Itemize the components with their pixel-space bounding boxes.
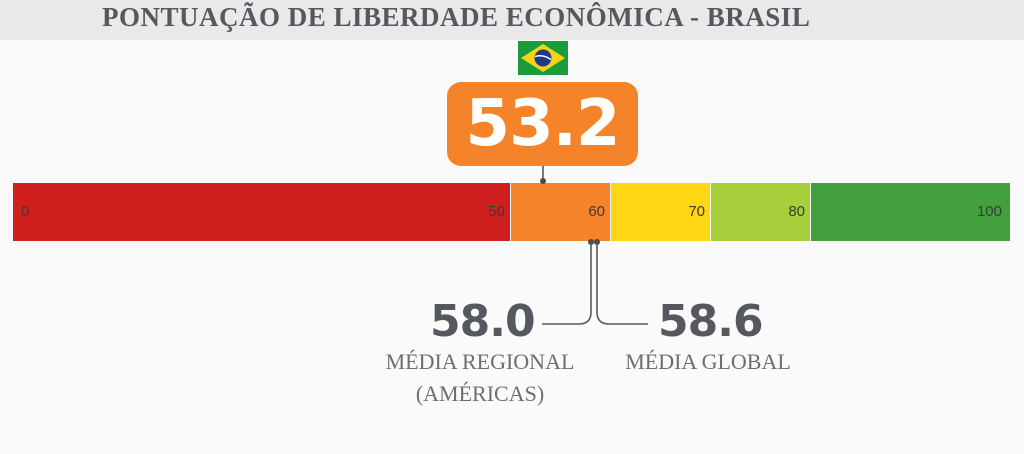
global-average-value: 58.6 xyxy=(658,296,764,347)
regional-average-label: MÉDIA REGIONAL (AMÉRICAS) xyxy=(380,346,580,410)
band-70-80 xyxy=(711,183,810,241)
band-0-50 xyxy=(13,183,510,241)
title-bar: PONTUAÇÃO DE LIBERDADE ECONÔMICA - BRASI… xyxy=(0,0,1024,40)
band-50-60 xyxy=(511,183,610,241)
tick-label-0: 0 xyxy=(21,203,30,220)
tick-label-100: 100 xyxy=(976,203,1002,220)
tick-label-70: 70 xyxy=(688,203,705,220)
regional-connector-line xyxy=(542,242,592,325)
tick-label-60: 60 xyxy=(588,203,605,220)
regional-average-label-line2: (AMÉRICAS) xyxy=(415,381,545,406)
global-average-label: MÉDIA GLOBAL xyxy=(625,349,791,374)
band-60-70 xyxy=(611,183,710,241)
band-80-100 xyxy=(811,183,1010,241)
score-scale-bar: 0 50 60 70 80 100 xyxy=(13,183,1010,241)
country-score-box: 53.2 xyxy=(447,82,638,166)
global-connector-line xyxy=(596,242,648,325)
tick-label-80: 80 xyxy=(788,203,805,220)
regional-average-value: 58.0 xyxy=(430,296,536,347)
regional-average-label-line1: MÉDIA REGIONAL xyxy=(385,349,575,374)
brazil-flag-icon xyxy=(518,41,568,75)
tick-label-50: 50 xyxy=(488,203,505,220)
chart-title: PONTUAÇÃO DE LIBERDADE ECONÔMICA - BRASI… xyxy=(102,2,811,32)
country-score-value: 53.2 xyxy=(465,87,621,161)
